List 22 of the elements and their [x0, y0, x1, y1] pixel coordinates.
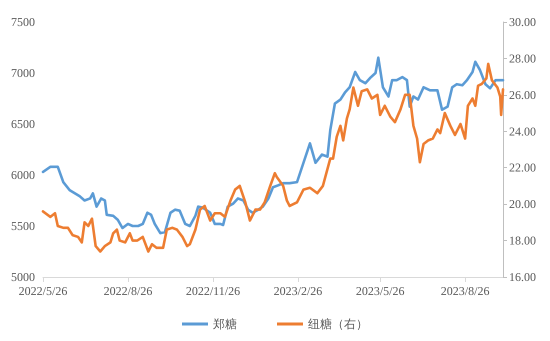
y2-tick-label: 28.00	[509, 51, 536, 66]
legend-label: 纽糖（右）	[308, 317, 368, 331]
y-tick-label: 7500	[11, 15, 35, 29]
y2-tick-label: 22.00	[509, 160, 536, 175]
y-tick-label: 6500	[11, 117, 35, 131]
x-tick-label: 2023/2/26	[274, 284, 322, 298]
y2-tick-label: 18.00	[509, 234, 536, 248]
x-tick-label: 2022/11/26	[186, 284, 240, 298]
y2-tick-label: 24.00	[509, 124, 536, 138]
x-tick-label: 2023/5/26	[356, 284, 404, 298]
y-tick-label: 5500	[11, 219, 35, 233]
y-tick-label: 7000	[11, 66, 35, 80]
y2-tick-label: 26.00	[509, 88, 536, 102]
y2-tick-label: 16.00	[509, 270, 536, 284]
y2-tick-label: 20.00	[509, 197, 536, 212]
legend-label: 郑糖	[213, 317, 237, 331]
y2-tick-label: 30.00	[509, 15, 536, 29]
y-tick-label: 5000	[11, 270, 35, 284]
x-tick-label: 2022/5/26	[18, 284, 68, 298]
y-tick-label: 6000	[11, 168, 35, 182]
x-tick-label: 2022/8/26	[104, 284, 152, 298]
x-tick-label: 2023/8/26	[440, 284, 490, 298]
